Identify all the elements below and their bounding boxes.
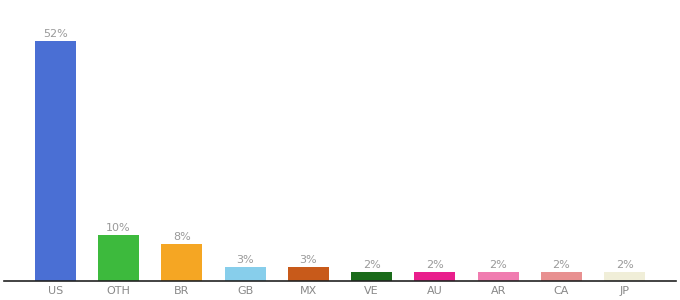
Text: 2%: 2% <box>616 260 634 270</box>
Text: 2%: 2% <box>362 260 381 270</box>
Bar <box>477 272 519 281</box>
Text: 3%: 3% <box>300 255 317 265</box>
Bar <box>224 267 266 281</box>
Bar <box>541 272 582 281</box>
Text: 10%: 10% <box>106 223 131 233</box>
Text: 2%: 2% <box>426 260 444 270</box>
Bar <box>414 272 456 281</box>
Bar <box>351 272 392 281</box>
Text: 2%: 2% <box>490 260 507 270</box>
Text: 8%: 8% <box>173 232 190 242</box>
Bar <box>98 235 139 281</box>
Bar <box>35 41 76 281</box>
Text: 52%: 52% <box>43 29 67 39</box>
Bar <box>604 272 645 281</box>
Text: 3%: 3% <box>236 255 254 265</box>
Bar <box>288 267 329 281</box>
Text: 2%: 2% <box>553 260 571 270</box>
Bar <box>161 244 203 281</box>
